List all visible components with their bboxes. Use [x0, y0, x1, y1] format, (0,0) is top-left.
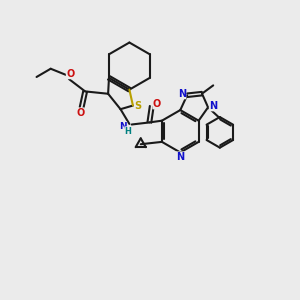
Text: N: N — [178, 89, 186, 99]
Text: H: H — [125, 127, 132, 136]
Text: O: O — [66, 69, 74, 79]
Text: S: S — [135, 100, 142, 110]
Text: O: O — [153, 99, 161, 109]
Text: O: O — [76, 108, 84, 118]
Text: N: N — [209, 101, 217, 111]
Text: N: N — [119, 122, 127, 131]
Text: N: N — [176, 152, 184, 162]
